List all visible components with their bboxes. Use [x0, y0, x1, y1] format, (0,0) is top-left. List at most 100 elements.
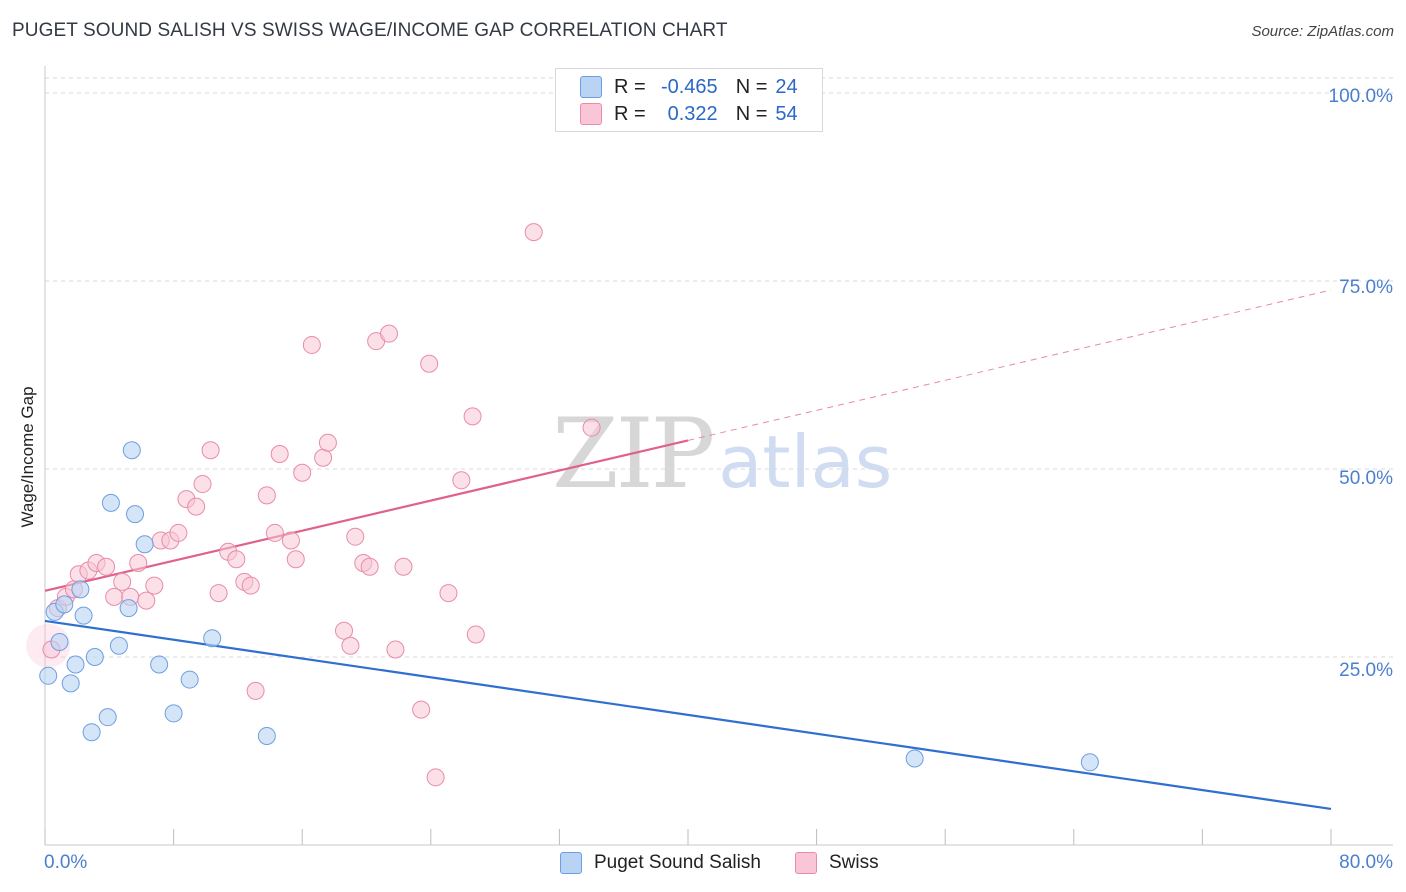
points-layer: [26, 223, 1099, 787]
legend-row-puget: R = -0.465 N = 24: [580, 75, 798, 99]
point-puget: [85, 648, 104, 667]
point-puget: [1080, 753, 1099, 772]
point-swiss: [257, 486, 276, 505]
bottom-legend-swatch-puget: [560, 852, 582, 874]
point-swiss: [201, 441, 220, 460]
legend-r-label: R =: [614, 75, 646, 98]
y-tick-label-25: 25.0%: [1339, 660, 1393, 681]
point-puget: [82, 723, 101, 742]
point-swiss: [386, 640, 405, 659]
point-swiss: [265, 523, 284, 542]
point-puget: [55, 595, 74, 614]
point-swiss: [270, 444, 289, 463]
point-swiss: [318, 433, 337, 452]
legend-swatch-puget: [580, 76, 602, 98]
point-puget: [71, 580, 90, 599]
point-swiss: [97, 557, 116, 576]
point-puget: [50, 632, 69, 651]
point-swiss: [286, 550, 305, 569]
legend-n-value: 54: [775, 102, 798, 125]
point-swiss: [412, 700, 431, 719]
y-tick-label-50: 50.0%: [1339, 468, 1393, 489]
chart-source: Source: ZipAtlas.com: [1251, 23, 1394, 40]
point-puget: [119, 599, 138, 618]
point-swiss: [302, 335, 321, 354]
legend-r-value: -0.465: [660, 75, 718, 98]
point-puget: [905, 749, 924, 768]
bottom-legend-swiss: Swiss: [795, 852, 879, 874]
trend-layer: [44, 289, 1332, 810]
point-swiss: [452, 471, 471, 490]
point-swiss: [439, 584, 458, 603]
legend-n-label: N =: [735, 102, 768, 125]
x-tick-label-max: 80.0%: [1339, 852, 1393, 873]
point-swiss: [426, 768, 445, 787]
point-swiss: [187, 497, 206, 516]
axis-layer: [44, 66, 1393, 846]
point-swiss: [137, 591, 156, 610]
point-swiss: [394, 557, 413, 576]
bottom-legend-puget: Puget Sound Salish: [560, 852, 761, 874]
legend-row-swiss: R = 0.322 N = 54: [580, 102, 798, 126]
point-swiss: [380, 324, 399, 343]
y-tick-label-100: 100.0%: [1328, 86, 1393, 107]
point-swiss: [246, 681, 265, 700]
x-tick-label-min: 0.0%: [44, 852, 88, 873]
point-puget: [61, 674, 80, 693]
point-swiss: [209, 584, 228, 603]
point-puget: [135, 535, 154, 554]
legend-n-value: 24: [775, 75, 798, 98]
point-puget: [101, 493, 120, 512]
point-swiss: [227, 550, 246, 569]
point-swiss: [193, 475, 212, 494]
point-swiss: [466, 625, 485, 644]
point-swiss: [360, 557, 379, 576]
point-puget: [180, 670, 199, 689]
trend-line-swiss: [44, 439, 689, 592]
point-swiss: [241, 576, 260, 595]
legend: R = -0.465 N = 24 R = 0.322 N = 54: [555, 68, 823, 132]
point-puget: [150, 655, 169, 674]
point-swiss: [281, 531, 300, 550]
point-swiss: [334, 621, 353, 640]
point-swiss: [420, 354, 439, 373]
point-puget: [126, 505, 145, 524]
bottom-legend-swatch-swiss: [795, 852, 817, 874]
chart-title: PUGET SOUND SALISH VS SWISS WAGE/INCOME …: [12, 20, 728, 41]
point-puget: [122, 441, 141, 460]
point-puget: [257, 726, 276, 745]
legend-swatch-swiss: [580, 103, 602, 125]
legend-r-value: 0.322: [667, 102, 718, 125]
point-swiss: [524, 223, 543, 242]
point-puget: [98, 708, 117, 727]
point-swiss: [341, 636, 360, 655]
point-puget: [203, 629, 222, 648]
bottom-legend-label-puget: Puget Sound Salish: [594, 852, 761, 873]
y-tick-label-75: 75.0%: [1339, 277, 1393, 298]
point-swiss: [582, 418, 601, 437]
point-swiss: [113, 572, 132, 591]
point-puget: [164, 704, 183, 723]
point-swiss: [129, 554, 148, 573]
point-swiss: [169, 523, 188, 542]
watermark-atlas: atlas: [718, 420, 893, 504]
point-puget: [74, 606, 93, 625]
trend-line-puget: [44, 619, 1332, 810]
y-axis-label: Wage/Income Gap: [18, 386, 37, 528]
legend-r-label: R =: [614, 102, 646, 125]
legend-n-label: N =: [735, 75, 768, 98]
grid-layer: [45, 77, 1393, 658]
point-puget: [109, 636, 128, 655]
point-swiss: [145, 576, 164, 595]
trend-line-swiss-extension: [687, 289, 1332, 441]
point-puget: [66, 655, 85, 674]
point-swiss: [314, 448, 333, 467]
bottom-legend-label-swiss: Swiss: [829, 852, 879, 873]
point-puget: [39, 666, 58, 685]
point-swiss: [346, 527, 365, 546]
point-swiss: [105, 587, 124, 606]
watermark: ZIPatlas: [552, 398, 892, 510]
point-swiss: [293, 463, 312, 482]
point-swiss: [463, 407, 482, 426]
